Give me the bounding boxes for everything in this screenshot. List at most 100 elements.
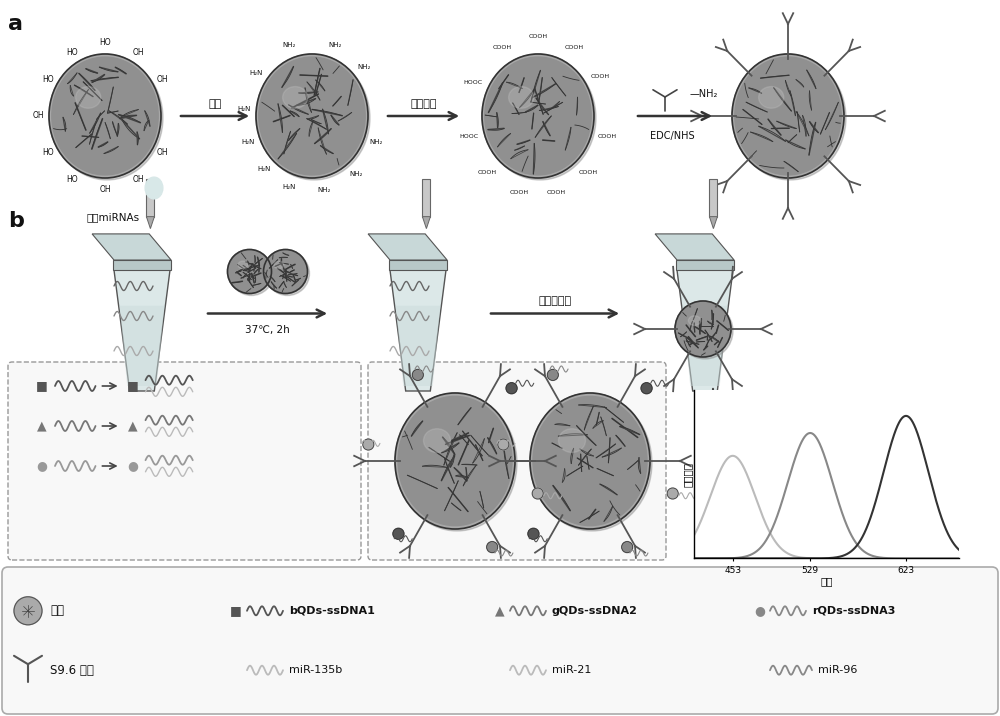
Circle shape	[363, 439, 374, 450]
Ellipse shape	[229, 251, 274, 296]
Ellipse shape	[759, 87, 784, 108]
Ellipse shape	[229, 251, 270, 292]
Ellipse shape	[530, 393, 650, 529]
Text: COOH: COOH	[510, 190, 529, 195]
Ellipse shape	[559, 429, 586, 453]
Circle shape	[393, 528, 404, 539]
FancyBboxPatch shape	[2, 567, 998, 714]
Ellipse shape	[688, 316, 701, 326]
Ellipse shape	[76, 87, 101, 108]
Text: HOOC: HOOC	[463, 80, 483, 85]
Text: COOH: COOH	[579, 170, 598, 175]
X-axis label: 波长: 波长	[820, 576, 833, 586]
Text: ■: ■	[749, 420, 761, 432]
Ellipse shape	[256, 54, 368, 178]
FancyBboxPatch shape	[368, 362, 666, 560]
Ellipse shape	[732, 54, 844, 178]
Ellipse shape	[675, 301, 731, 357]
Ellipse shape	[283, 87, 308, 108]
Bar	[676, 260, 734, 270]
Polygon shape	[390, 270, 446, 391]
Text: H₂N: H₂N	[249, 69, 263, 76]
Text: ●: ●	[820, 420, 830, 432]
Bar	[146, 178, 154, 217]
Text: 离心，洗涤: 离心，洗涤	[538, 296, 572, 306]
Ellipse shape	[258, 56, 370, 180]
Text: NH₂: NH₂	[282, 42, 295, 48]
Text: COOH: COOH	[478, 170, 497, 175]
Text: OH: OH	[132, 48, 144, 57]
Text: H₂N: H₂N	[282, 184, 295, 190]
Polygon shape	[114, 270, 170, 391]
Text: COOH: COOH	[591, 74, 610, 79]
Text: gQDs-ssDNA2: gQDs-ssDNA2	[552, 606, 638, 616]
Bar	[389, 260, 447, 270]
Text: HOOC: HOOC	[459, 134, 478, 139]
Text: HO: HO	[66, 175, 78, 184]
Text: COOH: COOH	[547, 190, 566, 195]
Bar	[709, 178, 717, 217]
Text: HO: HO	[66, 48, 78, 57]
Circle shape	[547, 369, 558, 380]
Polygon shape	[677, 270, 733, 391]
Ellipse shape	[533, 397, 647, 526]
Circle shape	[506, 383, 517, 394]
Ellipse shape	[264, 249, 308, 294]
Ellipse shape	[532, 395, 652, 531]
Ellipse shape	[676, 302, 730, 356]
Text: OH: OH	[156, 148, 168, 157]
Circle shape	[641, 383, 652, 394]
Polygon shape	[422, 217, 430, 228]
Text: —NH₂: —NH₂	[690, 89, 718, 99]
Text: 硅球: 硅球	[50, 604, 64, 617]
Text: S9.6 抗体: S9.6 抗体	[50, 664, 94, 677]
Ellipse shape	[509, 87, 534, 108]
Text: COOH: COOH	[528, 34, 548, 39]
Text: ●: ●	[127, 460, 138, 473]
Bar	[113, 260, 171, 270]
Circle shape	[412, 369, 423, 380]
Text: NH₂: NH₂	[329, 42, 342, 48]
Text: H₂N: H₂N	[257, 167, 270, 173]
Text: H₂N: H₂N	[237, 107, 251, 112]
Ellipse shape	[484, 56, 596, 180]
Ellipse shape	[424, 429, 450, 453]
Circle shape	[667, 488, 678, 499]
Text: rQDs-ssDNA3: rQDs-ssDNA3	[812, 606, 895, 616]
Text: NH₂: NH₂	[349, 171, 363, 177]
Ellipse shape	[482, 54, 594, 178]
Ellipse shape	[51, 56, 163, 180]
Text: ●: ●	[754, 604, 765, 617]
Ellipse shape	[49, 54, 161, 178]
Circle shape	[528, 528, 539, 539]
Text: a: a	[8, 14, 23, 34]
Ellipse shape	[397, 395, 517, 531]
Ellipse shape	[395, 393, 515, 529]
Polygon shape	[683, 306, 727, 386]
Text: ▲: ▲	[37, 420, 47, 432]
Text: NH₂: NH₂	[370, 139, 383, 145]
Text: EDC/NHS: EDC/NHS	[650, 131, 694, 141]
Ellipse shape	[227, 249, 272, 294]
Text: NH₂: NH₂	[317, 188, 331, 193]
Text: miR-21: miR-21	[552, 665, 591, 675]
Text: 硅烷: 硅烷	[208, 99, 222, 109]
Ellipse shape	[274, 261, 284, 268]
Text: COOH: COOH	[598, 134, 617, 139]
Text: ▲: ▲	[783, 420, 793, 432]
Circle shape	[498, 439, 509, 450]
Text: bQDs-ssDNA1: bQDs-ssDNA1	[289, 606, 375, 616]
Text: OH: OH	[33, 112, 45, 120]
Circle shape	[622, 541, 633, 553]
Ellipse shape	[734, 56, 846, 180]
Ellipse shape	[259, 57, 365, 175]
Ellipse shape	[265, 251, 306, 292]
Ellipse shape	[52, 57, 158, 175]
Y-axis label: 荧光强度: 荧光强度	[683, 462, 693, 487]
Text: ▲: ▲	[128, 420, 137, 432]
Text: ■: ■	[127, 379, 138, 392]
Text: miR-135b: miR-135b	[289, 665, 342, 675]
Text: 丁二酸酐: 丁二酸酐	[410, 99, 437, 109]
Text: 靶标miRNAs: 靶标miRNAs	[87, 212, 140, 222]
Text: 37℃, 2h: 37℃, 2h	[245, 326, 290, 336]
